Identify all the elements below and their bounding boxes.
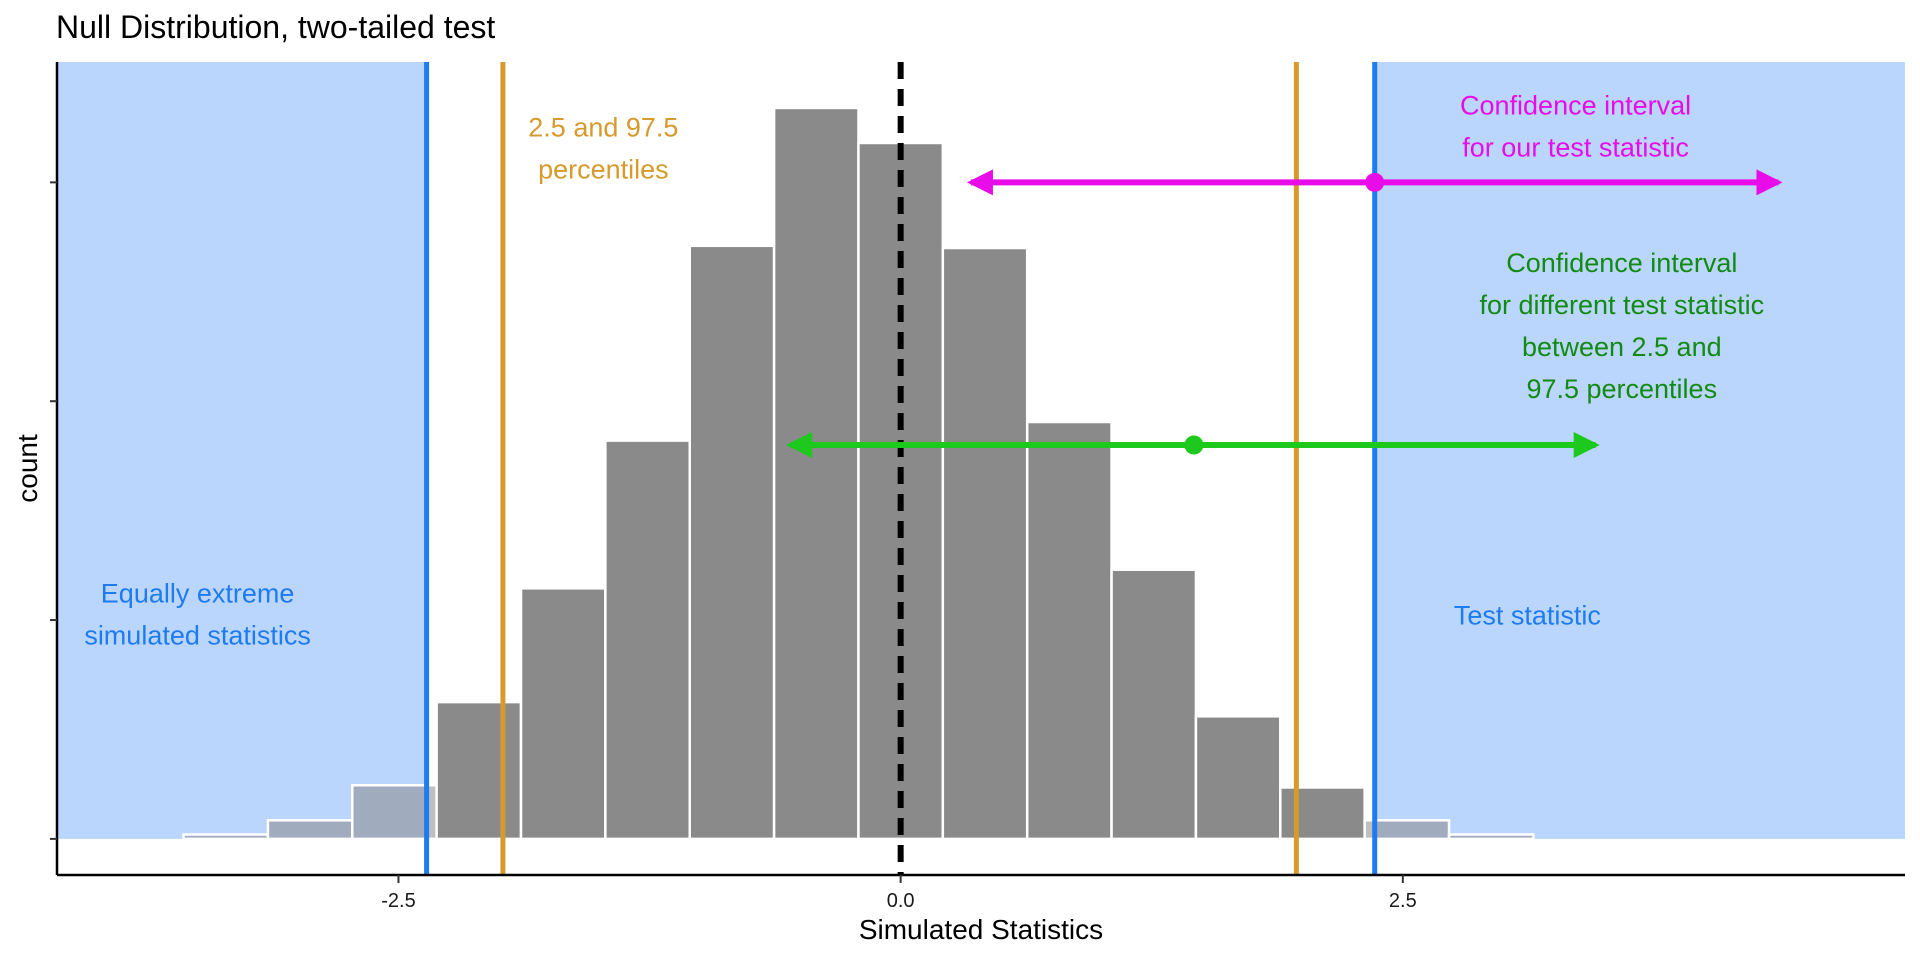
x-tick-label-0: -2.5 bbox=[381, 890, 415, 912]
shaded-regions bbox=[57, 62, 1905, 839]
ci-different-label-line-3: 97.5 percentiles bbox=[1526, 374, 1717, 404]
ci-our-test-statistic-center-dot bbox=[1365, 172, 1385, 192]
equally-extreme-label: Equally extreme simulated statistics bbox=[84, 579, 311, 651]
ci-our-label-line-0: Confidence interval bbox=[1460, 91, 1691, 121]
annotations: 2.5 and 97.5 percentiles Equally extreme si… bbox=[84, 91, 1764, 651]
histogram-bar-11 bbox=[1110, 568, 1198, 841]
ci-different-test-statistic-arrow bbox=[786, 431, 1600, 458]
ci-our-test-statistic-right-head bbox=[1756, 169, 1783, 196]
interval-arrows bbox=[786, 169, 1783, 458]
ci-different-label-line-1: for different test statistic bbox=[1479, 290, 1764, 320]
ci-our-test-statistic-arrow bbox=[966, 169, 1783, 196]
histogram-bar-7 bbox=[772, 106, 860, 841]
axes: -2.5 0.0 2.5 bbox=[50, 62, 1905, 912]
histogram-bar-1 bbox=[266, 819, 354, 841]
reference-lines bbox=[424, 62, 1378, 875]
test-statistic-label-line-0: Test statistic bbox=[1454, 600, 1601, 630]
histogram-bar-3 bbox=[435, 700, 523, 841]
histogram-bar-8 bbox=[857, 141, 945, 841]
histogram-bar-0 bbox=[182, 833, 270, 841]
ci-different-test-statistic-center-dot bbox=[1184, 435, 1204, 455]
ci-different-label-line-2: between 2.5 and bbox=[1522, 332, 1722, 362]
right-extreme-region bbox=[1374, 62, 1905, 839]
equally-extreme-label-line-1: simulated statistics bbox=[84, 621, 311, 651]
ci-our-test-statistic-left-head bbox=[966, 169, 993, 196]
ci-different-test-statistic-right-head bbox=[1573, 431, 1600, 458]
histogram-bar-9 bbox=[941, 246, 1029, 841]
histogram-bar-14 bbox=[1363, 819, 1451, 841]
histogram-bar-5 bbox=[604, 439, 691, 841]
histogram-bar-6 bbox=[688, 244, 776, 841]
equally-extreme-label-line-0: Equally extreme bbox=[101, 579, 295, 609]
y-axis-title: count bbox=[12, 434, 43, 503]
x-axis-title: Simulated Statistics bbox=[859, 914, 1103, 945]
percentiles-label-line-0: 2.5 and 97.5 bbox=[528, 112, 678, 142]
histogram-bar-13 bbox=[1279, 786, 1366, 841]
ci-different-test-statistic-left-head bbox=[786, 431, 813, 458]
ci-our-label: Confidence interval for our test statisti… bbox=[1460, 91, 1691, 163]
ci-our-label-line-1: for our test statistic bbox=[1462, 133, 1689, 163]
percentiles-label: 2.5 and 97.5 percentiles bbox=[528, 112, 678, 184]
test-statistic-label: Test statistic bbox=[1454, 600, 1601, 630]
left-extreme-region bbox=[57, 62, 427, 839]
x-tick-label-1: 0.0 bbox=[887, 890, 915, 912]
histogram-bar-15 bbox=[1447, 833, 1535, 841]
percentiles-label-line-1: percentiles bbox=[538, 154, 669, 184]
ci-different-label-line-0: Confidence interval bbox=[1506, 248, 1737, 278]
chart-title: Null Distribution, two-tailed test bbox=[56, 9, 495, 45]
x-tick-label-2: 2.5 bbox=[1389, 890, 1417, 912]
histogram-bar-12 bbox=[1194, 715, 1282, 841]
ci-different-label: Confidence interval for different test st… bbox=[1479, 248, 1764, 404]
histogram-bar-2 bbox=[351, 784, 438, 841]
histogram-bar-10 bbox=[1025, 420, 1113, 841]
histogram-bar-4 bbox=[519, 587, 607, 841]
